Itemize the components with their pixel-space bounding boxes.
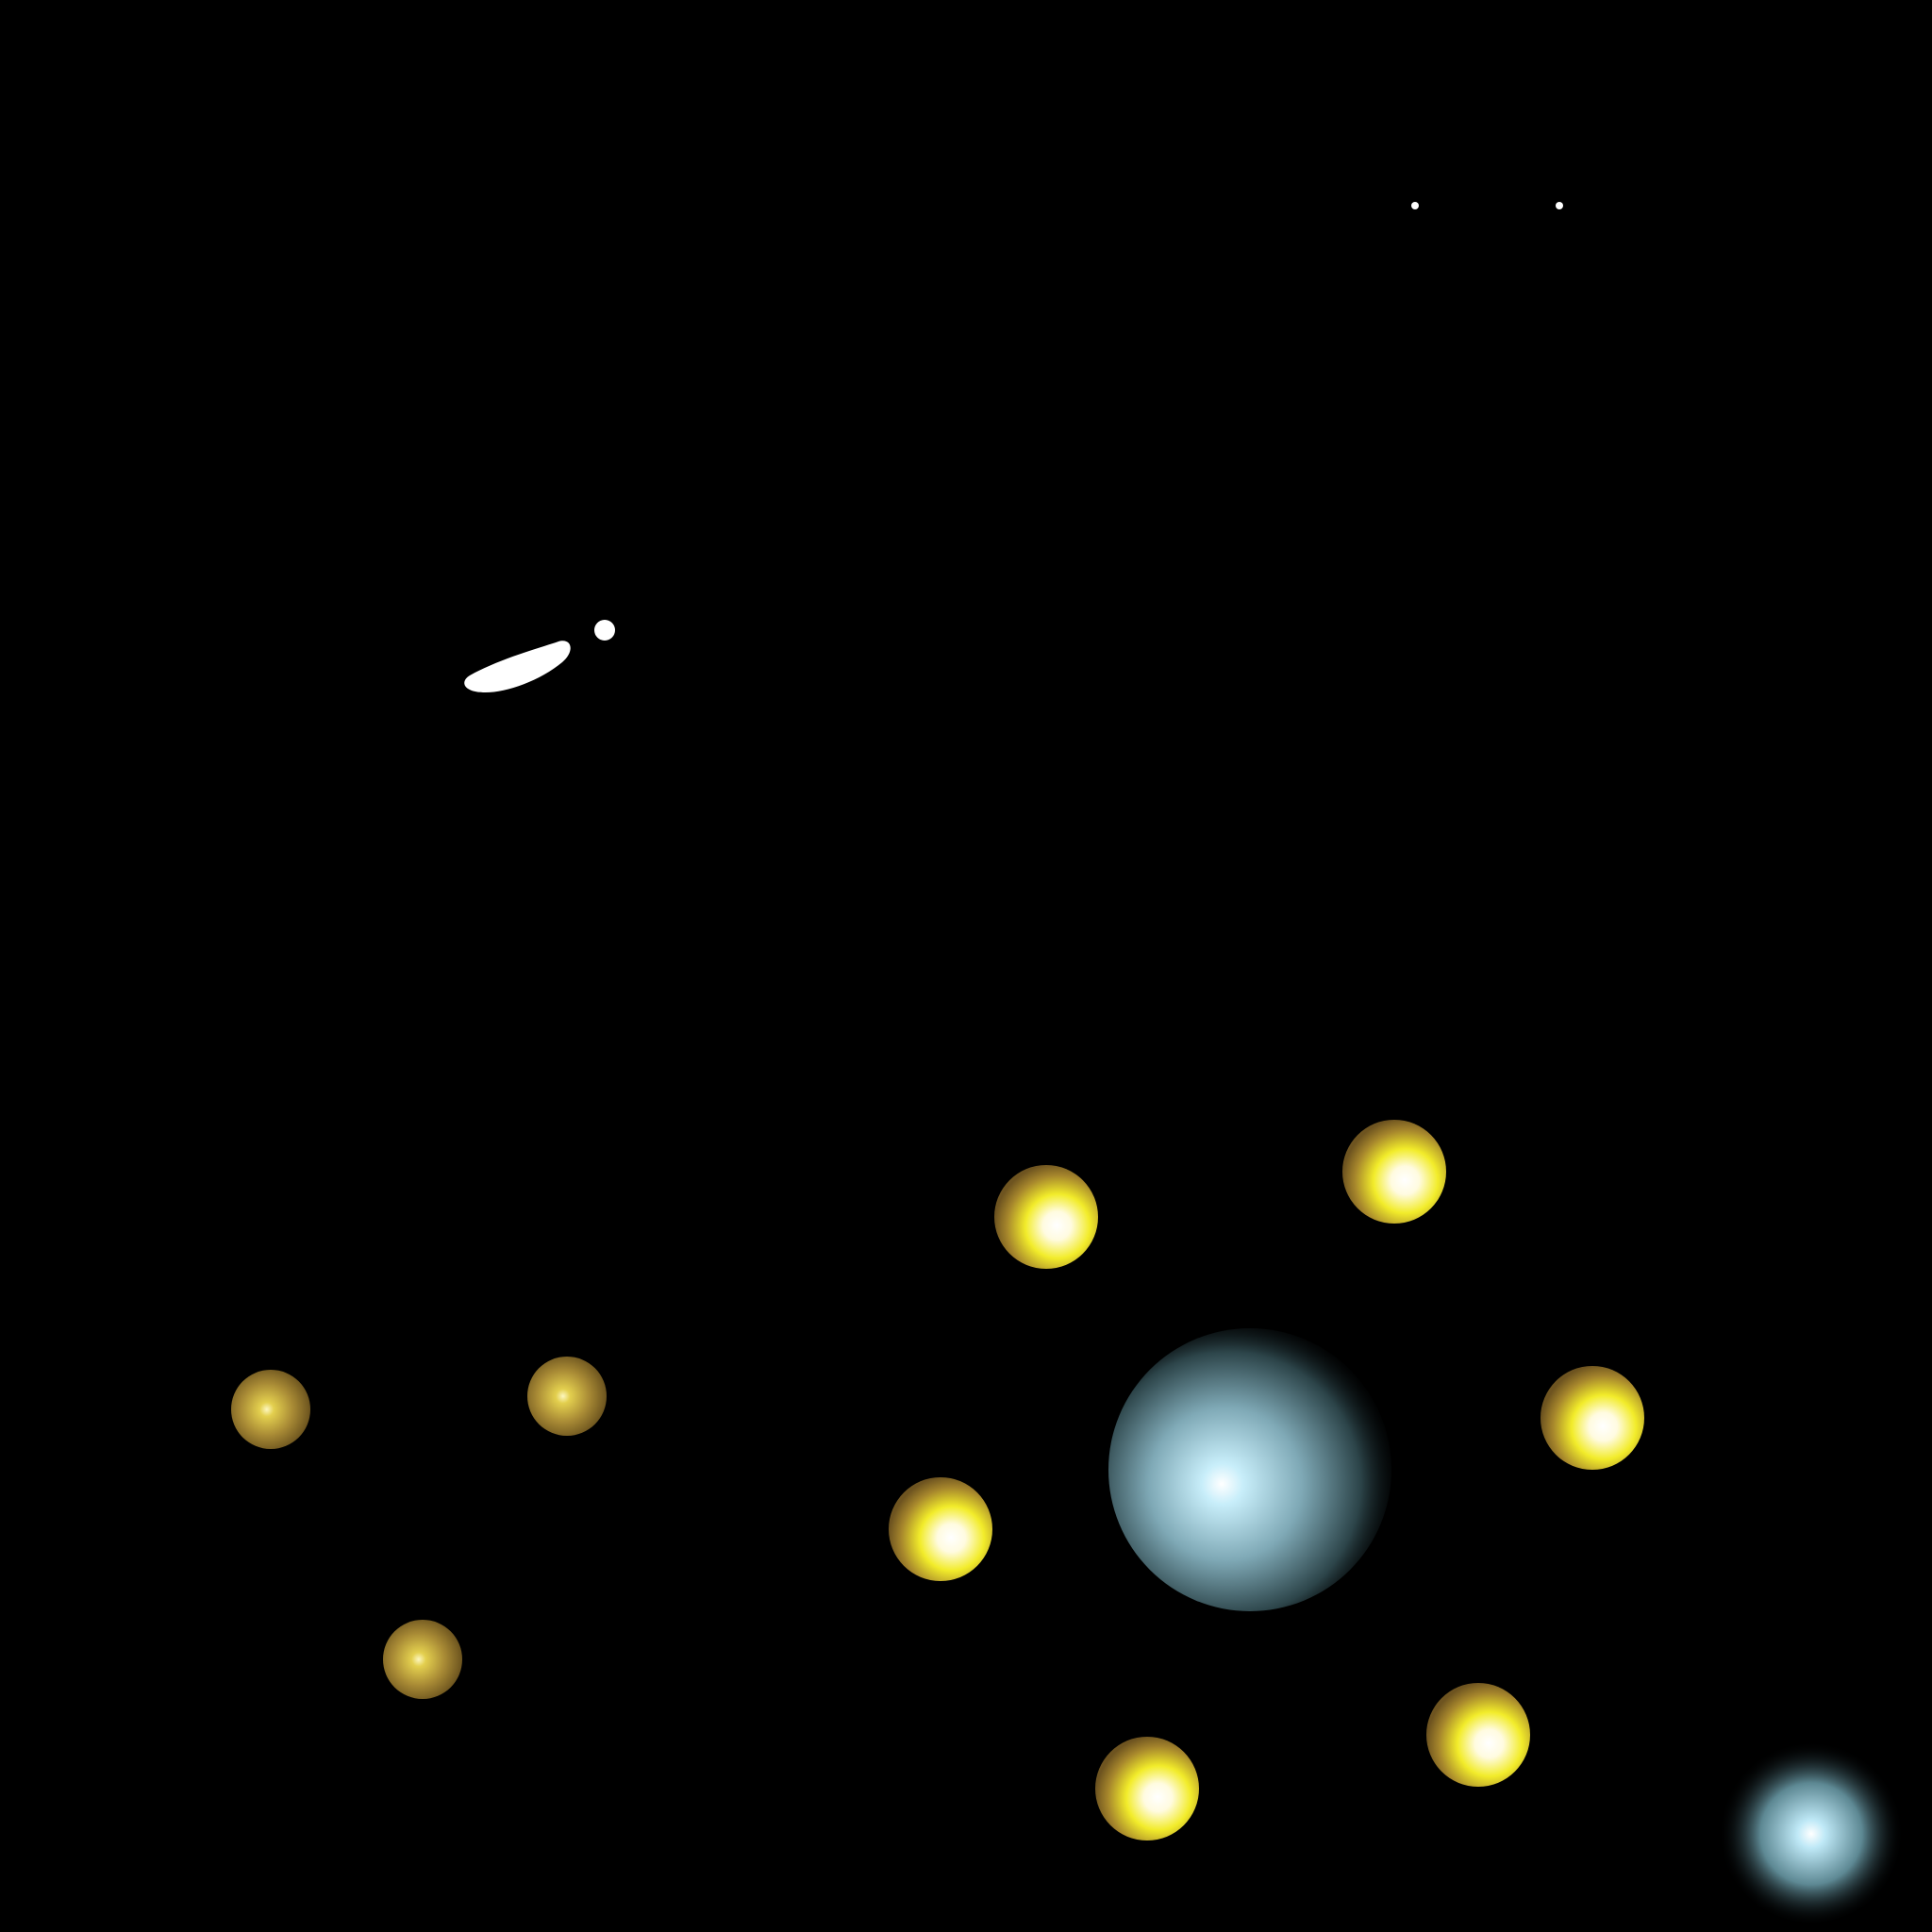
small-blue-orb bbox=[1719, 1738, 1904, 1923]
yellow-orb bbox=[1541, 1366, 1644, 1470]
gold-orb bbox=[527, 1357, 607, 1436]
tiny-star bbox=[1411, 202, 1419, 209]
yellow-orb bbox=[994, 1165, 1098, 1269]
gold-orb bbox=[231, 1370, 310, 1449]
yellow-orb bbox=[889, 1477, 992, 1581]
gold-orb bbox=[383, 1620, 462, 1699]
white-dot bbox=[594, 620, 615, 641]
tiny-star bbox=[1556, 202, 1563, 209]
yellow-orb bbox=[1342, 1120, 1446, 1224]
yellow-orb bbox=[1426, 1683, 1530, 1787]
yellow-orb bbox=[1095, 1737, 1199, 1840]
large-blue-orb bbox=[1108, 1328, 1391, 1611]
white-comet-streak bbox=[464, 641, 571, 693]
